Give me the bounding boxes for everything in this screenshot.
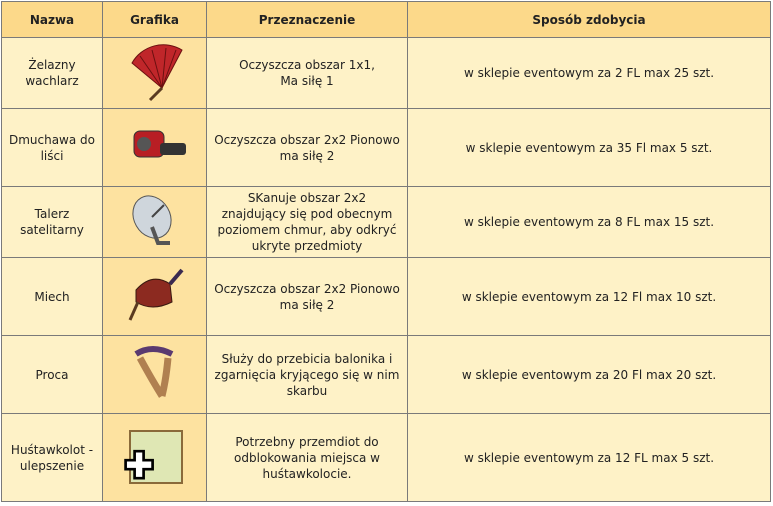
row: Huśtawkolot - ulepszenie Potrzebny przemd… <box>1 413 771 502</box>
purpose-line: Ma siłę 1 <box>280 74 334 88</box>
name-cell: Proca <box>1 335 103 414</box>
purpose-line: poziomem chmur, aby odkryć <box>217 223 397 237</box>
header-cell: Nazwa <box>1 1 103 38</box>
source-cell: w sklepie eventowym za 2 FL max 25 szt. <box>407 37 771 109</box>
icon-cell <box>102 186 207 258</box>
purpose-line: ma siłę 2 <box>279 148 335 163</box>
purpose-cell: Oczyszcza obszar 2x2 Pionowo ma siłę 2 <box>206 108 408 187</box>
purpose-cell: Potrzebny przemdiot do odblokowania miejs… <box>206 413 408 502</box>
source-cell: w sklepie eventowym za 35 Fl max 5 szt. <box>407 108 771 187</box>
purpose-line: ma siłę 2 <box>279 297 335 312</box>
header-cell: Grafika <box>102 1 207 38</box>
purpose-cell: Służy do przebicia balonika i zgarnięcia … <box>206 335 408 414</box>
source-cell: w sklepie eventowym za 12 FL max 5 szt. <box>407 413 771 502</box>
item-icon <box>123 429 183 484</box>
icon-cell <box>102 37 207 109</box>
purpose-line: ukryte przedmioty <box>251 239 363 253</box>
item-icon <box>131 195 172 245</box>
purpose-line: skarbu <box>286 383 328 398</box>
item-icon <box>130 44 183 102</box>
purpose-cell: SKanuje obszar 2x2 znajdujący się pod obe… <box>206 186 408 258</box>
purpose-line: SKanuje obszar 2x2 <box>247 191 367 205</box>
purpose-line: znajdujący się pod obecnym <box>221 207 393 221</box>
row: Żelazny wachlarz Oczyszcza obszar 1x1, Ma … <box>1 37 771 109</box>
icon-cell <box>102 257 207 336</box>
source-cell: w sklepie eventowym za 12 Fl max 10 szt. <box>407 257 771 336</box>
icon-cell <box>102 108 207 187</box>
purpose-line: Potrzebny przemdiot do <box>235 434 379 449</box>
row: Miech Oczyszcza obszar 2x2 Pionowo ma siłę… <box>1 257 771 336</box>
name-cell: Talerz satelitarny <box>1 186 103 258</box>
item-icon <box>133 130 186 157</box>
source-cell: w sklepie eventowym za 20 Fl max 20 szt. <box>407 335 771 414</box>
name-cell: Miech <box>1 257 103 336</box>
row: Dmuchawa do liści Oczyszcza obszar 2x2 Pi… <box>1 108 771 187</box>
purpose-line: Oczyszcza obszar 2x2 Pionowo <box>214 132 400 147</box>
header-cell: Sposób zdobycia <box>407 1 771 38</box>
name-cell: Żelazny wachlarz <box>1 37 103 109</box>
purpose-line: zgarnięcia kryjącego się w nim <box>214 367 400 382</box>
row: Talerz satelitarny SKanuje obszar 2x2 znaj… <box>1 186 771 258</box>
purpose-cell: Oczyszcza obszar 2x2 Pionowo ma siłę 2 <box>206 257 408 336</box>
purpose-line: odblokowania miejsca w <box>234 450 380 465</box>
name-cell: Huśtawkolot - ulepszenie <box>1 413 103 502</box>
purpose-line: Oczyszcza obszar 2x2 Pionowo <box>214 281 400 296</box>
purpose-line: Oczyszcza obszar 1x1, <box>239 58 375 72</box>
icon-cell <box>102 335 207 414</box>
item-icon <box>128 268 184 321</box>
purpose-line: Służy do przebicia balonika i <box>221 351 393 366</box>
header-cell: Przeznaczenie <box>206 1 408 38</box>
name-cell: Dmuchawa do liści <box>1 108 103 187</box>
purpose-cell: Oczyszcza obszar 1x1, Ma siłę 1 <box>206 37 408 109</box>
item-icon <box>133 345 173 398</box>
source-cell: w sklepie eventowym za 8 FL max 15 szt. <box>407 186 771 258</box>
header-row: Nazwa Grafika Przeznaczenie Sposób zdoby… <box>1 1 771 38</box>
icon-cell <box>102 413 207 502</box>
row: Proca Służy do przebicia balonika i zgarni… <box>1 335 771 414</box>
purpose-line: huśtawkolocie. <box>262 466 352 481</box>
